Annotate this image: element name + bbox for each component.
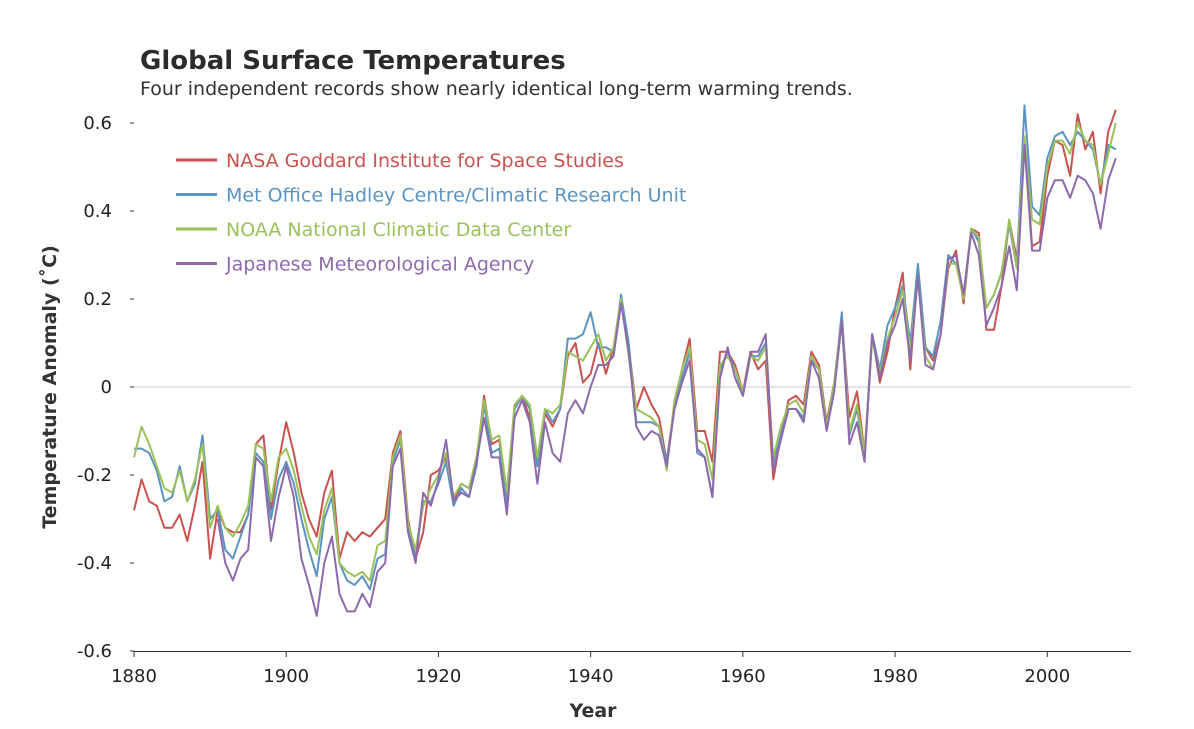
series-lines [133,104,1117,617]
x-axis-title: Year [568,700,617,722]
x-tick-label: 1920 [416,666,462,687]
y-axis-title: Temperature Anomaly (˚C) [38,245,61,529]
chart-subtitle: Four independent records show nearly ide… [140,78,853,100]
x-tick-label: 1980 [872,666,918,687]
x-tick-label: 1880 [111,666,157,687]
y-tick-label: -0.2 [77,465,112,486]
y-tick-label: 0.6 [83,113,112,134]
y-tick-label: 0.4 [83,201,112,222]
x-tick-label: 1900 [263,666,309,687]
y-tick-label: -0.4 [77,553,112,574]
y-tick-label: 0.2 [83,289,112,310]
y-tick-label: 0 [101,377,112,398]
legend: NASA Goddard Institute for Space Studies… [176,150,686,276]
legend-label-3: NOAA National Climatic Data Center [226,219,571,241]
series-line-2 [134,104,1117,591]
legend-label-1: NASA Goddard Institute for Space Studies [226,150,624,172]
legend-label-2: Met Office Hadley Centre/Climatic Resear… [226,185,686,207]
series-line-4 [216,144,1117,617]
x-tick-label: 1940 [568,666,614,687]
x-tick-label: 1960 [720,666,766,687]
y-tick-label: -0.6 [77,641,112,662]
x-tick-label: 2000 [1024,666,1070,687]
legend-label-4: Japanese Meteorological Agency [225,254,534,276]
chart-title: Global Surface Temperatures [140,46,566,76]
